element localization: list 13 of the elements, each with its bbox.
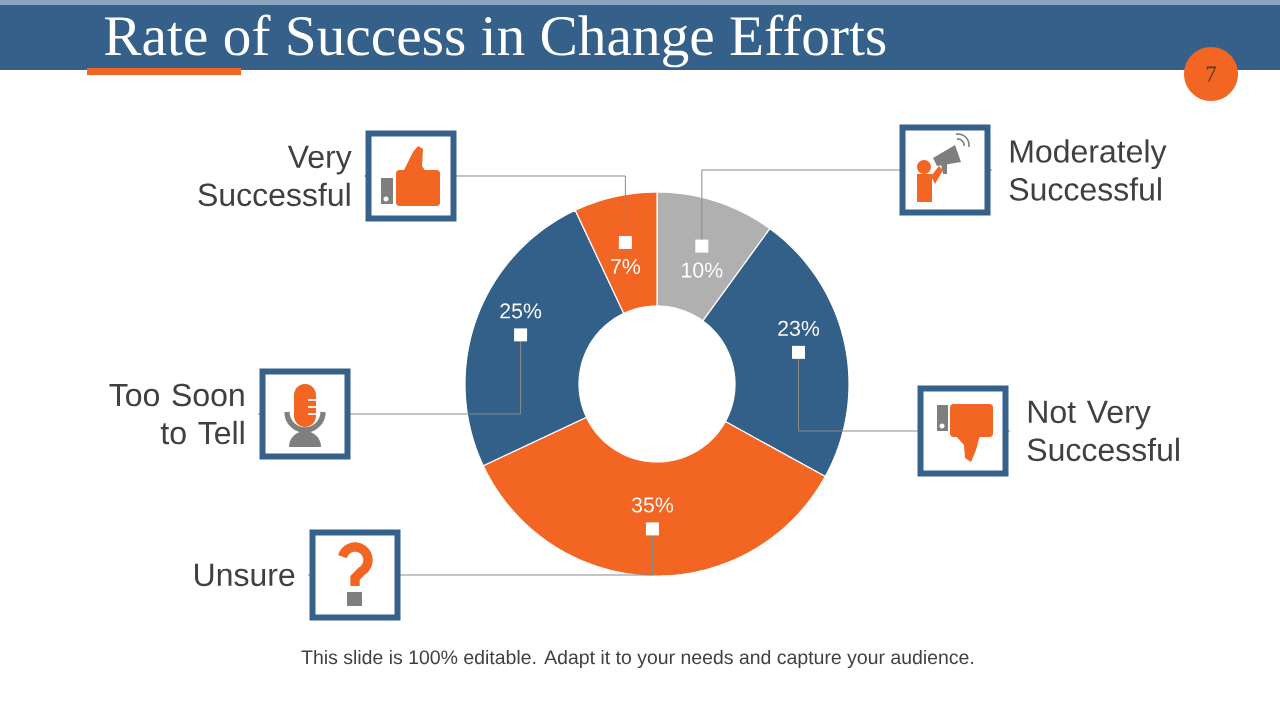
slice-label: Too Soon to Tell <box>109 383 244 445</box>
text: 7 <box>1206 66 1217 82</box>
data-label: 7% <box>611 259 641 274</box>
slice-label: Very Successful <box>198 145 352 207</box>
text: This slide is 100% editable. Adapt it to your needs and capture your audience. <box>301 649 974 669</box>
data-label: 25% <box>500 303 542 319</box>
data-label: 23% <box>778 320 820 336</box>
data-label: 10% <box>682 262 723 278</box>
slice-label: Moderately Successful <box>1009 139 1167 201</box>
slice-label: Not Very Successful <box>1027 400 1179 462</box>
legend-label: Unsure <box>195 563 295 587</box>
chart-title: Rate of Success in Change Efforts <box>104 14 886 68</box>
data-label: 35% <box>631 497 674 513</box>
